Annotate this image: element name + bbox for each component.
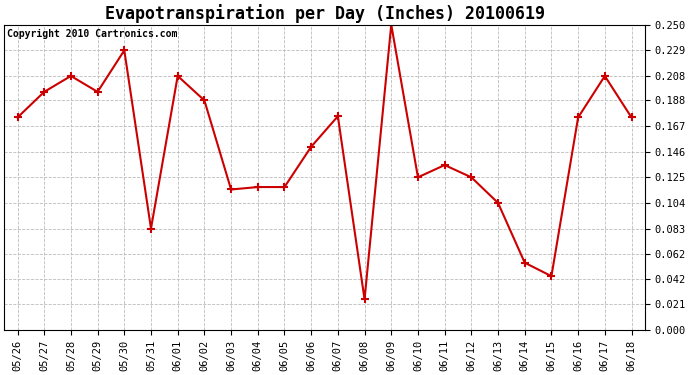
Text: Copyright 2010 Cartronics.com: Copyright 2010 Cartronics.com <box>8 29 178 39</box>
Title: Evapotranspiration per Day (Inches) 20100619: Evapotranspiration per Day (Inches) 2010… <box>104 4 544 23</box>
